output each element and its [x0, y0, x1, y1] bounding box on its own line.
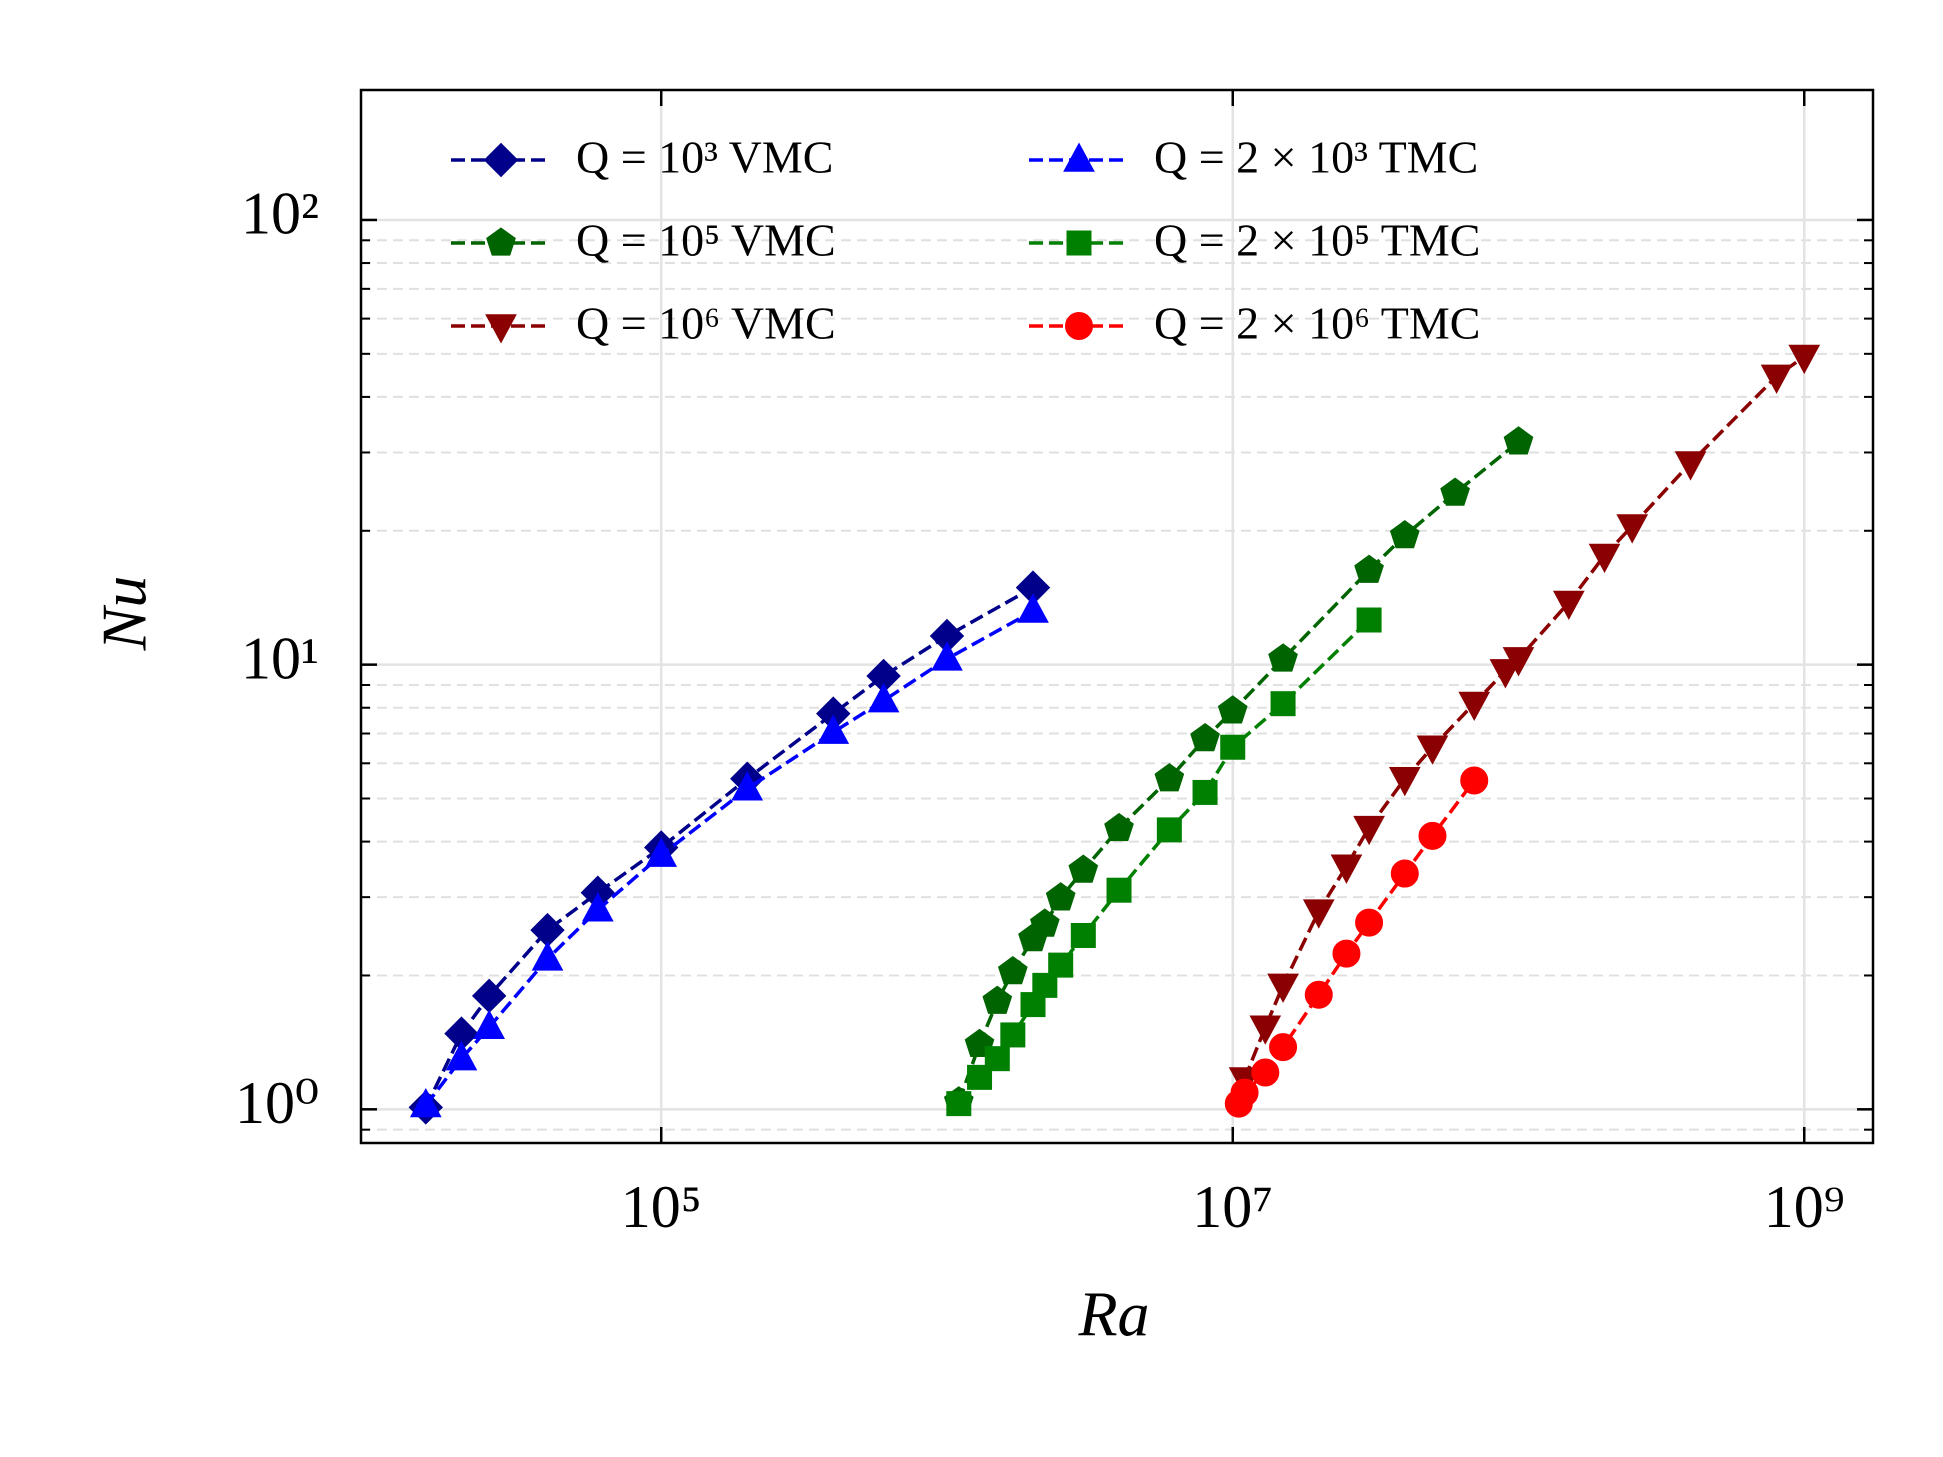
series-line: [424, 586, 1034, 1109]
marker: [1616, 514, 1649, 544]
marker: [1156, 817, 1182, 843]
marker: [1489, 659, 1522, 689]
marker: [1217, 695, 1248, 724]
marker: [1458, 691, 1491, 721]
legend-label: Q = 10³ VMC: [576, 132, 833, 183]
marker: [1460, 766, 1489, 795]
marker: [1269, 1033, 1298, 1062]
marker: [1106, 877, 1132, 903]
marker: [1788, 344, 1821, 375]
marker: [645, 837, 678, 867]
legend-label: Q = 10⁶ VMC: [576, 298, 836, 349]
marker: [867, 683, 900, 713]
marker: [1304, 980, 1333, 1009]
y-tick-label: 10¹: [241, 625, 319, 691]
marker: [984, 1046, 1010, 1072]
legend-marker: [1065, 312, 1093, 340]
marker: [1000, 1022, 1026, 1048]
plot-frame: [359, 88, 1875, 1145]
marker: [1440, 477, 1470, 506]
marker: [1070, 922, 1096, 948]
marker: [1353, 815, 1385, 846]
marker: [1674, 451, 1707, 481]
marker: [1048, 952, 1074, 978]
marker: [1249, 1015, 1282, 1045]
marker: [817, 714, 850, 744]
marker: [531, 941, 564, 971]
marker: [1760, 364, 1793, 394]
marker: [1552, 590, 1585, 620]
marker: [1302, 899, 1335, 929]
marker: [1355, 908, 1384, 937]
marker: [1268, 643, 1298, 672]
marker: [1503, 426, 1534, 455]
legend-label: Q = 2 × 10⁶ TMC: [1154, 298, 1481, 349]
marker: [1502, 647, 1535, 677]
marker: [1029, 908, 1060, 937]
marker: [1190, 722, 1220, 752]
marker: [1354, 554, 1384, 583]
legend-marker: [485, 314, 517, 344]
marker: [997, 956, 1028, 985]
marker: [731, 771, 764, 801]
legend-label: Q = 10⁵ VMC: [576, 215, 836, 266]
legend-marker: [486, 227, 516, 256]
marker: [1267, 973, 1299, 1003]
marker: [1045, 882, 1076, 911]
marker: [982, 985, 1013, 1014]
x-tick-label: 10⁵: [621, 1174, 702, 1240]
legend-label: Q = 2 × 10⁵ TMC: [1154, 215, 1481, 266]
marker: [931, 641, 963, 671]
marker: [473, 1009, 506, 1039]
marker: [1330, 854, 1363, 884]
legend-marker: [1063, 142, 1095, 172]
marker: [1270, 691, 1296, 717]
marker: [946, 1091, 972, 1117]
marker: [1356, 607, 1382, 633]
marker: [1017, 593, 1049, 623]
marker: [1588, 543, 1621, 574]
marker: [581, 892, 614, 922]
marker: [1230, 1078, 1259, 1107]
marker: [1104, 812, 1134, 842]
marker: [1332, 939, 1361, 968]
marker: [409, 1087, 442, 1118]
marker: [1418, 821, 1447, 850]
marker: [1068, 854, 1099, 883]
marker: [1251, 1058, 1280, 1087]
marker: [1154, 763, 1185, 792]
legend-marker: [483, 142, 519, 178]
x-tick-label: 10⁷: [1192, 1174, 1273, 1240]
x-tick-label: 10⁹: [1764, 1174, 1845, 1240]
marker: [1220, 734, 1246, 760]
legend-label: Q = 2 × 10³ TMC: [1154, 132, 1478, 183]
marker: [1389, 520, 1420, 549]
y-tick-label: 10²: [241, 181, 319, 247]
legend-marker: [1066, 230, 1092, 256]
y-axis-label: Nu: [89, 576, 160, 652]
x-axis-label: Ra: [1077, 1279, 1149, 1350]
marker: [1192, 779, 1218, 805]
marker: [445, 1041, 478, 1071]
marker: [1416, 735, 1449, 765]
y-tick-label: 10⁰: [235, 1070, 319, 1136]
marker: [1390, 859, 1419, 888]
series-line: [1237, 779, 1476, 1105]
marker: [1388, 766, 1421, 797]
